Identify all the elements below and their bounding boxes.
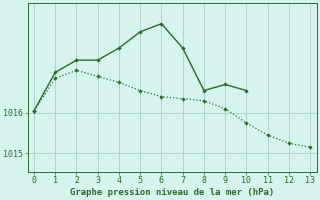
X-axis label: Graphe pression niveau de la mer (hPa): Graphe pression niveau de la mer (hPa) [70, 188, 274, 197]
